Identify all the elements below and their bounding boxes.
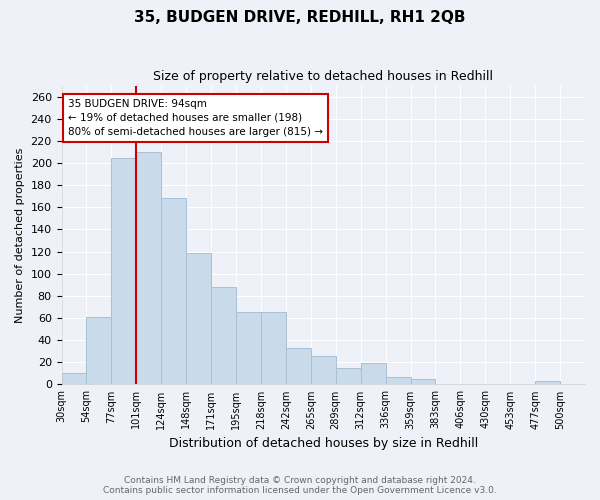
Bar — [286, 348, 311, 385]
Bar — [136, 152, 161, 384]
Bar — [361, 364, 386, 384]
Bar — [261, 312, 286, 384]
Bar — [311, 356, 336, 384]
Text: 35 BUDGEN DRIVE: 94sqm
← 19% of detached houses are smaller (198)
80% of semi-de: 35 BUDGEN DRIVE: 94sqm ← 19% of detached… — [68, 99, 323, 137]
Text: 35, BUDGEN DRIVE, REDHILL, RH1 2QB: 35, BUDGEN DRIVE, REDHILL, RH1 2QB — [134, 10, 466, 25]
Bar — [62, 374, 86, 384]
Text: Contains HM Land Registry data © Crown copyright and database right 2024.
Contai: Contains HM Land Registry data © Crown c… — [103, 476, 497, 495]
Bar — [186, 252, 211, 384]
Bar — [410, 379, 436, 384]
Bar — [211, 287, 236, 384]
Bar — [86, 317, 112, 384]
Bar — [112, 158, 136, 384]
Bar — [386, 376, 410, 384]
Bar — [336, 368, 361, 384]
Bar — [535, 381, 560, 384]
Bar — [161, 198, 186, 384]
Bar — [236, 312, 261, 384]
Title: Size of property relative to detached houses in Redhill: Size of property relative to detached ho… — [153, 70, 493, 83]
X-axis label: Distribution of detached houses by size in Redhill: Distribution of detached houses by size … — [169, 437, 478, 450]
Y-axis label: Number of detached properties: Number of detached properties — [15, 148, 25, 322]
